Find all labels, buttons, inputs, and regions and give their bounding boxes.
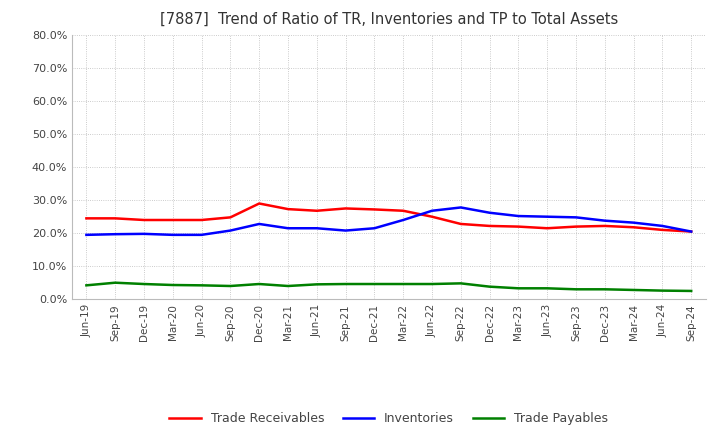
Trade Payables [428, 282, 436, 287]
Inventories [687, 229, 696, 234]
Trade Receivables [428, 214, 436, 220]
Trade Payables [658, 288, 667, 293]
Trade Payables [341, 282, 350, 287]
Trade Payables [255, 282, 264, 287]
Inventories [255, 221, 264, 227]
Trade Payables [687, 288, 696, 293]
Trade Payables [600, 287, 609, 292]
Inventories [485, 210, 494, 215]
Trade Payables [370, 282, 379, 287]
Trade Payables [543, 286, 552, 291]
Inventories [284, 226, 292, 231]
Trade Payables [284, 283, 292, 289]
Trade Receivables [341, 206, 350, 211]
Trade Receivables [140, 217, 148, 223]
Trade Receivables [168, 217, 177, 223]
Inventories [658, 224, 667, 229]
Inventories [370, 226, 379, 231]
Trade Payables [629, 287, 638, 293]
Line: Trade Receivables: Trade Receivables [86, 203, 691, 231]
Trade Receivables [485, 224, 494, 229]
Trade Receivables [399, 208, 408, 213]
Trade Receivables [197, 217, 206, 223]
Trade Receivables [82, 216, 91, 221]
Trade Payables [226, 283, 235, 289]
Line: Inventories: Inventories [86, 208, 691, 235]
Inventories [629, 220, 638, 225]
Trade Receivables [572, 224, 580, 229]
Trade Payables [82, 283, 91, 288]
Inventories [140, 231, 148, 237]
Inventories [428, 208, 436, 213]
Legend: Trade Receivables, Inventories, Trade Payables: Trade Receivables, Inventories, Trade Pa… [164, 407, 613, 430]
Trade Payables [197, 283, 206, 288]
Trade Receivables [514, 224, 523, 229]
Trade Payables [456, 281, 465, 286]
Inventories [168, 232, 177, 238]
Trade Receivables [600, 224, 609, 229]
Inventories [82, 232, 91, 238]
Trade Receivables [658, 227, 667, 232]
Inventories [399, 217, 408, 223]
Trade Receivables [284, 206, 292, 212]
Inventories [111, 231, 120, 237]
Trade Receivables [543, 226, 552, 231]
Inventories [456, 205, 465, 210]
Title: [7887]  Trend of Ratio of TR, Inventories and TP to Total Assets: [7887] Trend of Ratio of TR, Inventories… [160, 12, 618, 27]
Trade Receivables [226, 215, 235, 220]
Inventories [514, 213, 523, 219]
Inventories [197, 232, 206, 238]
Trade Receivables [111, 216, 120, 221]
Inventories [572, 215, 580, 220]
Inventories [341, 228, 350, 233]
Inventories [226, 228, 235, 233]
Trade Receivables [312, 208, 321, 213]
Trade Payables [514, 286, 523, 291]
Line: Trade Payables: Trade Payables [86, 283, 691, 291]
Inventories [312, 226, 321, 231]
Trade Receivables [687, 229, 696, 234]
Trade Payables [485, 284, 494, 290]
Trade Payables [399, 282, 408, 287]
Trade Payables [312, 282, 321, 287]
Inventories [543, 214, 552, 220]
Trade Receivables [370, 207, 379, 212]
Inventories [600, 218, 609, 224]
Trade Payables [140, 282, 148, 287]
Trade Receivables [456, 221, 465, 227]
Trade Receivables [629, 224, 638, 230]
Trade Payables [572, 287, 580, 292]
Trade Receivables [255, 201, 264, 206]
Trade Payables [168, 282, 177, 288]
Trade Payables [111, 280, 120, 286]
